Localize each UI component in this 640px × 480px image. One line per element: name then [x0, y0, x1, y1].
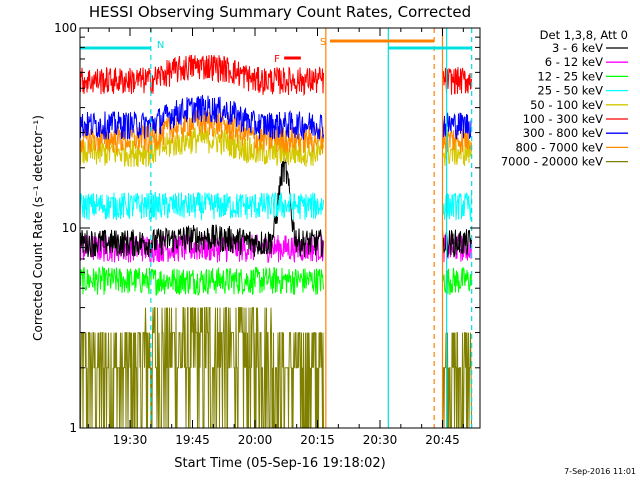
series-line-50to100keV: [79, 126, 324, 168]
x-axis-label: Start Time (05-Sep-16 19:18:02): [174, 456, 385, 471]
series-line-7000to20000keV: [442, 332, 472, 429]
legend-label: 7000 - 20000 keV: [501, 155, 603, 169]
legend-label: 6 - 12 keV: [545, 55, 603, 69]
legend-label: 300 - 800 keV: [523, 126, 603, 140]
series-line-300to800keV: [79, 94, 324, 141]
x-axis: 19:30 19:45 20:00 20:15 20:30 20:45: [87, 28, 464, 447]
x-tick-label: 20:30: [363, 433, 398, 447]
legend-label: 12 - 25 keV: [537, 69, 603, 83]
series-line-25to50keV: [442, 192, 472, 221]
series-line-300to800keV: [442, 112, 472, 140]
legend-label: 100 - 300 keV: [523, 112, 603, 126]
flag-label-F: F: [274, 54, 280, 65]
x-tick-label: 20:45: [425, 433, 460, 447]
plot-area: N F S: [79, 28, 473, 429]
series-line-25to50keV: [79, 191, 324, 221]
x-tick-label: 20:15: [300, 433, 335, 447]
y-tick-label: 10: [62, 221, 77, 235]
series-line-3to6keV: [79, 155, 324, 258]
y-axis: 1 10 100: [54, 21, 480, 435]
timestamp: 7-Sep-2016 11:01: [564, 467, 636, 476]
x-tick-label: 20:00: [238, 433, 273, 447]
y-tick-label: 100: [54, 21, 77, 35]
series-line-12to25keV: [442, 266, 472, 296]
series-line-7000to20000keV: [79, 307, 324, 429]
legend-label: 50 - 100 keV: [530, 98, 603, 112]
x-tick-label: 19:45: [175, 433, 210, 447]
y-axis-label: Corrected Count Rate (s⁻¹ detector⁻¹): [31, 115, 45, 341]
series-line-3to6keV: [442, 229, 472, 258]
legend-title: Det 1,3,8, Att 0: [540, 28, 628, 42]
x-tick-label: 19:30: [113, 433, 148, 447]
series-line-100to300keV: [442, 67, 472, 95]
legend-label: 800 - 7000 keV: [515, 140, 603, 154]
flag-label-N: N: [157, 40, 164, 51]
chart-title: HESSI Observing Summary Count Rates, Cor…: [89, 3, 471, 21]
flag-label-S: S: [320, 37, 326, 48]
legend-label: 25 - 50 keV: [537, 84, 603, 98]
series-line-100to300keV: [79, 54, 324, 97]
legend-label: 3 - 6 keV: [552, 41, 603, 55]
series-line-12to25keV: [79, 265, 324, 296]
y-tick-label: 1: [69, 421, 77, 435]
